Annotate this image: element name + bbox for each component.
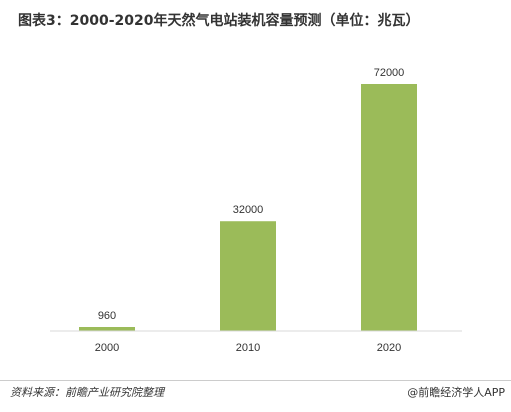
data-label-2020: 72000: [374, 67, 405, 79]
chart-title: 图表3：2000-2020年天然气电站装机容量预测（单位：兆瓦）: [18, 13, 420, 29]
x-tick-label-2000: 2000: [95, 342, 119, 354]
footer-divider: [0, 380, 511, 381]
bar-2020: [361, 84, 417, 331]
brand-credit: @前瞻经济学人APP: [407, 386, 505, 399]
data-label-2010: 32000: [233, 204, 264, 216]
source-note: 资料来源：前瞻产业研究院整理: [10, 386, 164, 399]
bar-2010: [220, 221, 276, 331]
bar-2000: [79, 327, 135, 331]
x-tick-label-2020: 2020: [377, 342, 401, 354]
x-tick-label-2010: 2010: [236, 342, 260, 354]
data-label-2000: 960: [98, 310, 116, 322]
